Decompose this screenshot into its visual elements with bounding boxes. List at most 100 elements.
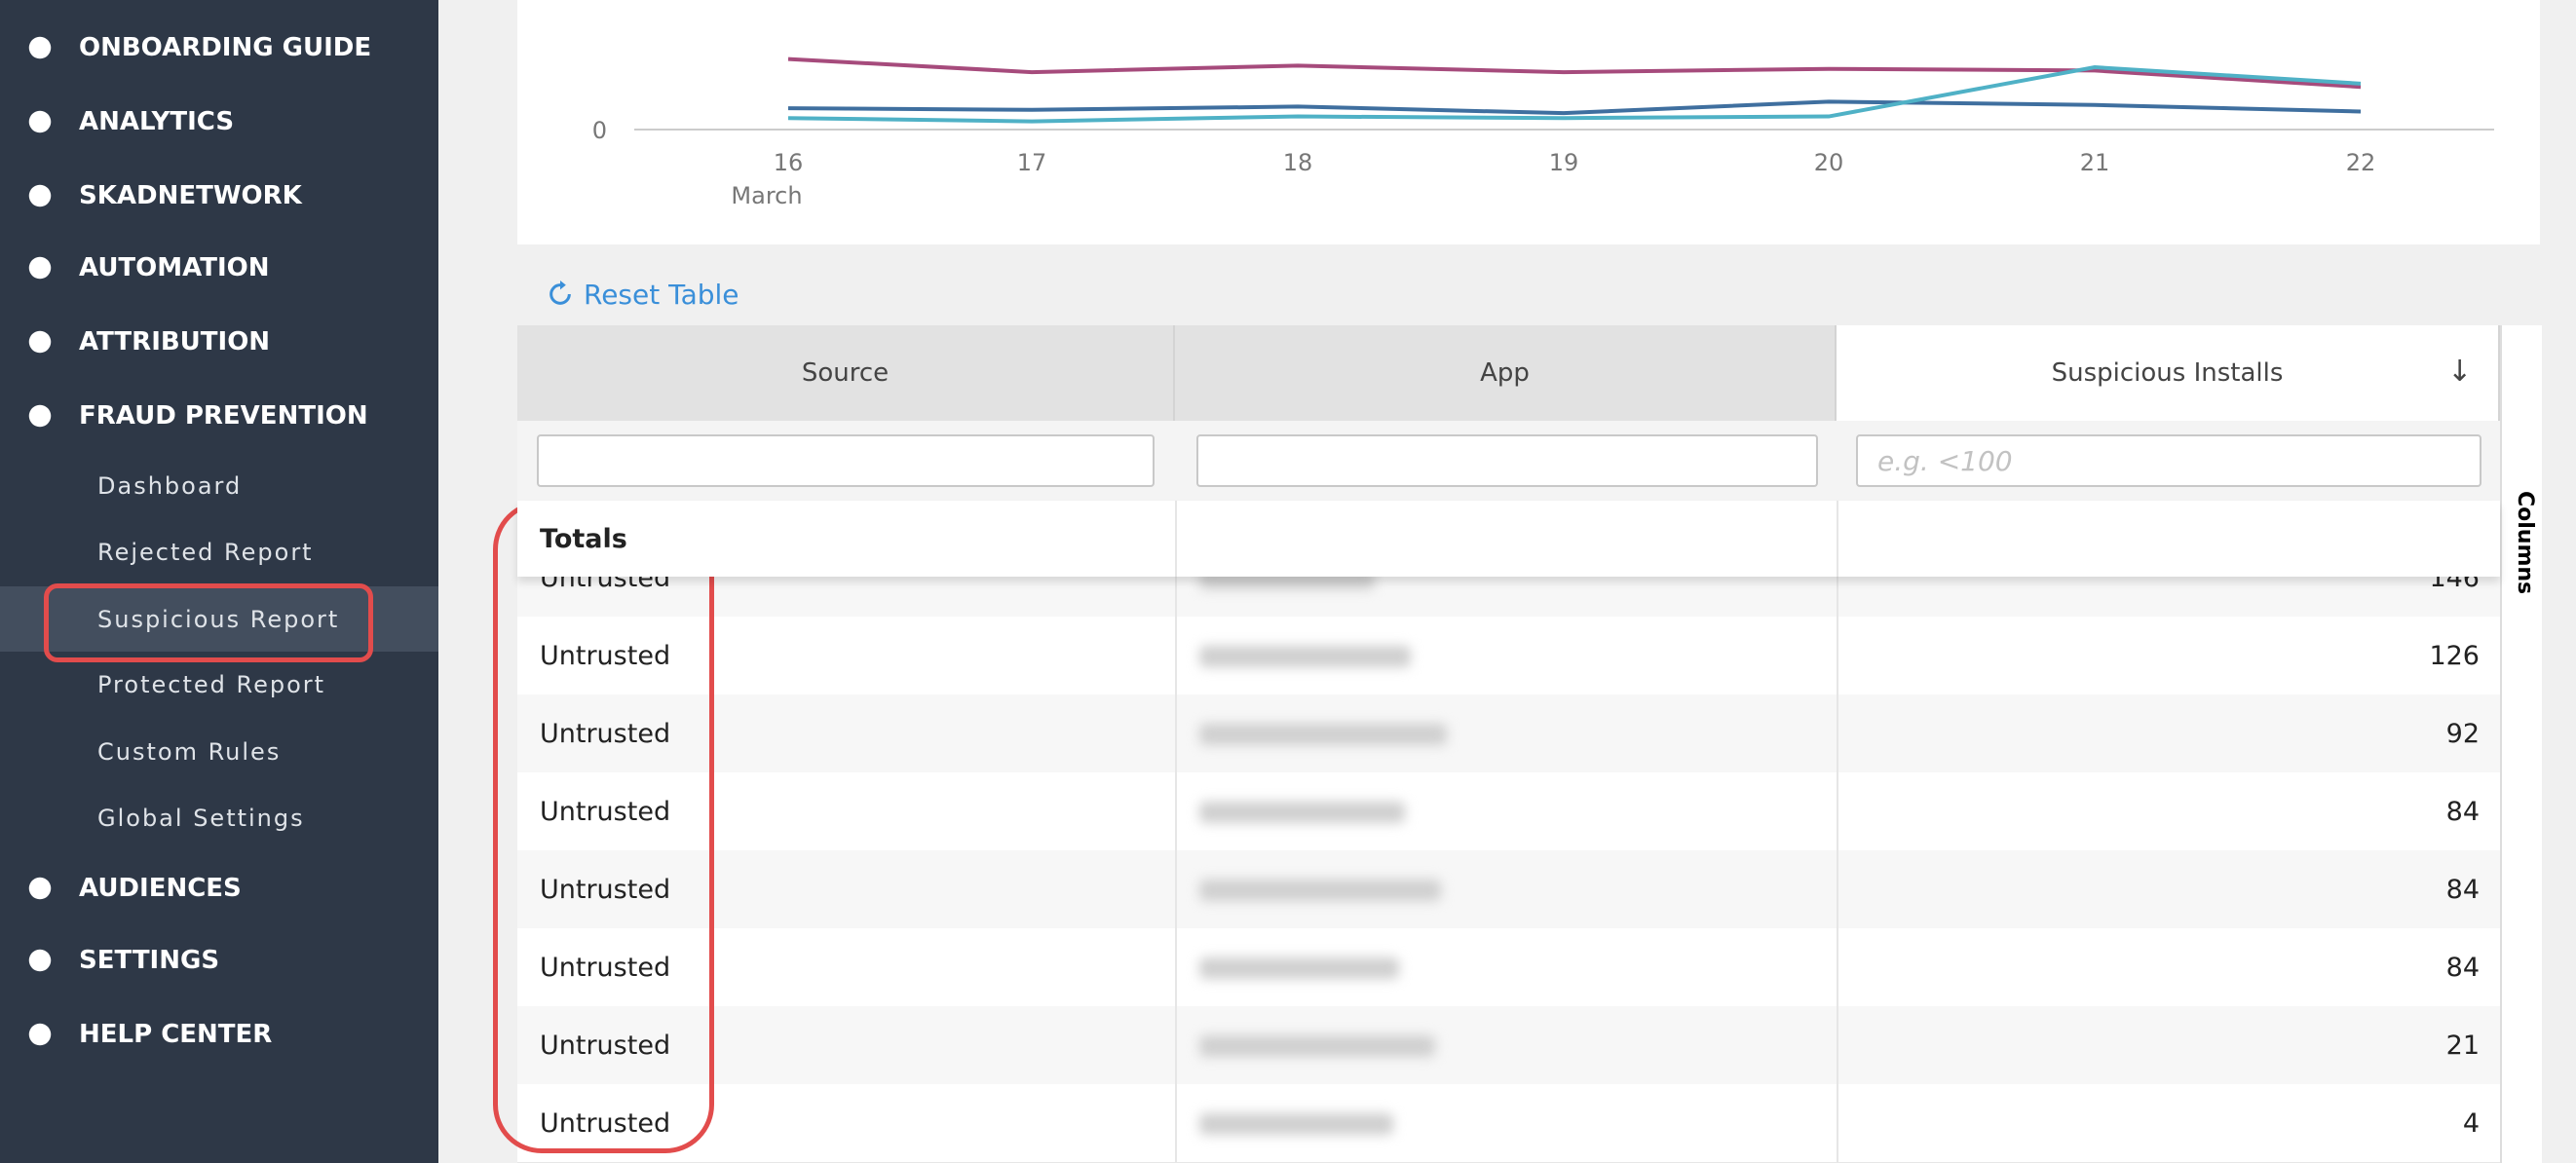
- app-cell-divider: [1837, 1006, 1838, 1084]
- x-tick-label: 22: [2346, 149, 2376, 176]
- cell-divider: [1175, 501, 1177, 577]
- nav-icon: [28, 36, 52, 59]
- app-cell-divider: [1837, 539, 1838, 617]
- column-header[interactable]: Source: [517, 325, 1175, 421]
- column-header[interactable]: App: [1175, 325, 1837, 421]
- nav-item[interactable]: AUTOMATION: [79, 253, 270, 282]
- source-cell: Untrusted: [540, 640, 671, 671]
- nav-item[interactable]: AUDIENCES: [79, 874, 242, 903]
- x-tick-label: 18: [1283, 149, 1313, 176]
- nav-icon: [28, 404, 52, 428]
- nav-subitem[interactable]: Custom Rules: [97, 738, 282, 766]
- nav-subitem[interactable]: Global Settings: [97, 805, 305, 832]
- filter-input[interactable]: e.g. <100: [1856, 434, 2481, 487]
- table-row: Untrusted 21: [517, 1006, 2500, 1086]
- nav-icon: [28, 1023, 52, 1046]
- table-row: Untrusted 126: [517, 617, 2500, 696]
- series-line: [787, 56, 2362, 90]
- active-item-outline: [44, 583, 373, 662]
- app-cell-divider: [1837, 1084, 1838, 1162]
- nav-item[interactable]: HELP CENTER: [79, 1020, 273, 1049]
- installs-cell: 84: [2445, 952, 2480, 983]
- icon-shape: [28, 330, 52, 354]
- x-tick-label: 21: [2080, 149, 2110, 176]
- nav-icon: [28, 330, 52, 354]
- installs-cell: 84: [2445, 796, 2480, 827]
- app-cell-divider: [1175, 694, 1177, 772]
- totals-label: Totals: [540, 523, 627, 554]
- app-cell-divider: [1175, 850, 1177, 928]
- app-name-blurred: [1199, 1035, 1435, 1057]
- app-cell-divider: [1175, 617, 1177, 694]
- x-tick-label: 17: [1017, 149, 1047, 176]
- y-tick-label: 0: [592, 117, 607, 144]
- app-cell-divider: [1175, 1006, 1177, 1084]
- icon-shape: [28, 404, 52, 428]
- nav-subitem[interactable]: Dashboard: [97, 472, 243, 500]
- nav-subitem[interactable]: Suspicious Report: [97, 606, 340, 633]
- nav-subitem[interactable]: Rejected Report: [97, 539, 314, 566]
- installs-cell: 4: [2462, 1107, 2480, 1139]
- app-cell-divider: [1837, 850, 1838, 928]
- cell-divider: [1837, 501, 1838, 577]
- nav-icon: [28, 256, 52, 280]
- x-tick-label: 20: [1814, 149, 1844, 176]
- nav-item[interactable]: ATTRIBUTION: [79, 327, 271, 356]
- nav-item[interactable]: ONBOARDING GUIDE: [79, 33, 372, 62]
- x-month-label: March: [731, 182, 802, 209]
- table-row: Untrusted 4: [517, 1084, 2500, 1163]
- table-row: Untrusted 84: [517, 850, 2500, 930]
- series-line: [787, 65, 2362, 124]
- app-cell-divider: [1837, 772, 1838, 850]
- app-cell-divider: [1175, 772, 1177, 850]
- app-name-blurred: [1199, 880, 1441, 901]
- totals-row: Totals: [517, 501, 2500, 577]
- table-row: Untrusted 92: [517, 694, 2500, 774]
- app-cell-divider: [1837, 617, 1838, 694]
- app-name-blurred: [1199, 957, 1399, 979]
- nav-item[interactable]: FRAUD PREVENTION: [79, 401, 368, 431]
- sort-arrow: ↓: [2447, 355, 2473, 389]
- app-name-blurred: [1199, 1113, 1393, 1135]
- highlight-outline: [493, 501, 714, 1153]
- sidebar: ONBOARDING GUIDE ANALYTICS SKADNETWORK AUTO…: [0, 0, 438, 1163]
- chart: 0 16 17 18 19 20 21 22 March: [592, 56, 2494, 209]
- nav-item[interactable]: SKADNETWORK: [79, 181, 302, 210]
- app-cell-divider: [1837, 928, 1838, 1006]
- reset-table-button[interactable]: Reset Table: [547, 275, 739, 314]
- column-header[interactable]: Suspicious Installs: [1837, 325, 2500, 421]
- nav-icon: [28, 949, 52, 972]
- source-cell: Untrusted: [540, 1107, 671, 1139]
- installs-cell: 126: [2429, 640, 2480, 671]
- columns-label: Columns: [2513, 491, 2537, 595]
- reset-icon: [549, 281, 571, 305]
- app-cell-divider: [1175, 928, 1177, 1006]
- table-row: Untrusted 84: [517, 928, 2500, 1008]
- x-tick-label: 16: [774, 149, 804, 176]
- icon-shape: [28, 1023, 52, 1046]
- nav-item[interactable]: ANALYTICS: [79, 107, 235, 136]
- app-cell-divider: [1837, 694, 1838, 772]
- installs-cell: 92: [2445, 718, 2480, 749]
- icon-shape: [28, 36, 52, 59]
- nav-icon: [28, 110, 52, 133]
- reset-label: Reset Table: [584, 278, 739, 311]
- chart-card: 0 16 17 18 19 20 21 22 March: [517, 0, 2540, 244]
- filter-input[interactable]: [537, 434, 1155, 487]
- installs-cell: 21: [2445, 1030, 2480, 1061]
- app-name-blurred: [1199, 802, 1405, 823]
- source-cell: Untrusted: [540, 874, 671, 905]
- source-cell: Untrusted: [540, 1030, 671, 1061]
- x-tick-label: 19: [1549, 149, 1579, 176]
- app-cell-divider: [1175, 1084, 1177, 1162]
- series-line: [787, 99, 2362, 116]
- app-name-blurred: [1199, 646, 1411, 667]
- table-row: Untrusted 84: [517, 772, 2500, 852]
- filter-input[interactable]: [1196, 434, 1818, 487]
- nav-item[interactable]: SETTINGS: [79, 946, 220, 975]
- icon-shape: [28, 949, 52, 972]
- icon-shape: [28, 256, 52, 280]
- nav-subitem[interactable]: Protected Report: [97, 671, 326, 698]
- columns-panel[interactable]: Columns: [2500, 325, 2542, 1163]
